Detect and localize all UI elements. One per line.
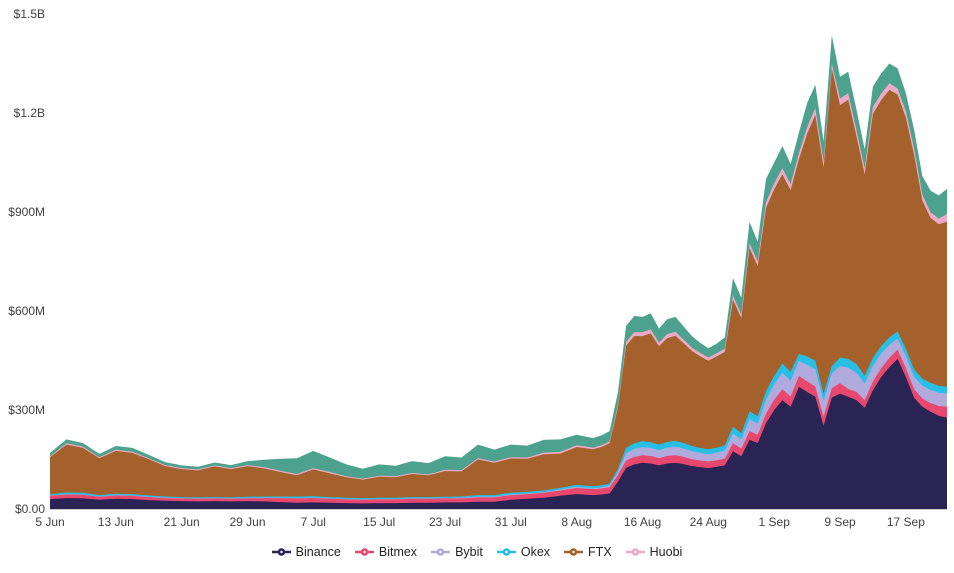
x-axis-tick-label: 21 Jun: [164, 515, 200, 529]
y-axis-tick-label: $300M: [8, 403, 45, 417]
y-axis-tick-label: $600M: [8, 304, 45, 318]
x-axis-tick-label: 15 Jul: [363, 515, 395, 529]
x-axis-tick-label: 23 Jul: [429, 515, 461, 529]
x-axis-tick-label: 9 Sep: [824, 515, 856, 529]
legend-item-bybit[interactable]: Bybit: [431, 546, 483, 559]
chart-legend: Binance Bitmex Bybit Okex FTX Huobi: [0, 538, 954, 566]
legend-label: Huobi: [649, 544, 683, 559]
y-axis-tick-label: $0.00: [15, 502, 45, 516]
legend-marker-ftx-icon: [564, 548, 584, 556]
x-axis-tick-label: 17 Sep: [887, 515, 925, 529]
legend-item-huobi[interactable]: Huobi: [625, 544, 683, 559]
y-axis-tick-label: $1.5B: [14, 7, 45, 21]
legend-item-bitmex[interactable]: Bitmex: [354, 544, 418, 559]
y-axis-tick-label: $900M: [8, 205, 45, 219]
x-axis-tick-label: 31 Jul: [495, 515, 527, 529]
area-ftx[interactable]: [50, 68, 947, 510]
legend-marker-bybit-icon: [431, 548, 451, 556]
x-axis-tick-label: 13 Jun: [98, 515, 134, 529]
legend-label: FTX: [588, 544, 612, 559]
x-axis-tick-label: 7 Jul: [301, 515, 326, 529]
stacked-area-chart: $0.00 $300M $600M $900M $1.2B $1.5B 5 Jun 13 Ju…: [8, 7, 947, 529]
x-axis-tick-label: 29 Jun: [229, 515, 265, 529]
x-axis-tick-label: 1 Sep: [759, 515, 791, 529]
legend-marker-binance-icon: [271, 548, 291, 556]
legend-item-ftx[interactable]: FTX: [564, 546, 612, 559]
legend-marker-okex-icon: [496, 548, 516, 556]
x-axis-tick-label: 5 Jun: [35, 515, 64, 529]
area-binance[interactable]: [50, 358, 947, 509]
legend-marker-bitmex-icon: [354, 548, 374, 556]
x-axis-tick-label: 8 Aug: [561, 515, 592, 529]
legend-item-okex[interactable]: Okex: [496, 544, 551, 559]
legend-item-binance[interactable]: Binance: [271, 544, 341, 559]
legend-label: Binance: [295, 544, 341, 559]
legend-label: Bitmex: [378, 544, 418, 559]
legend-label: Bybit: [455, 544, 483, 559]
legend-label: Okex: [520, 544, 551, 559]
legend-marker-huobi-icon: [625, 548, 645, 556]
y-axis-tick-label: $1.2B: [14, 106, 45, 120]
x-axis-tick-label: 24 Aug: [690, 515, 727, 529]
x-axis-tick-label: 16 Aug: [624, 515, 661, 529]
